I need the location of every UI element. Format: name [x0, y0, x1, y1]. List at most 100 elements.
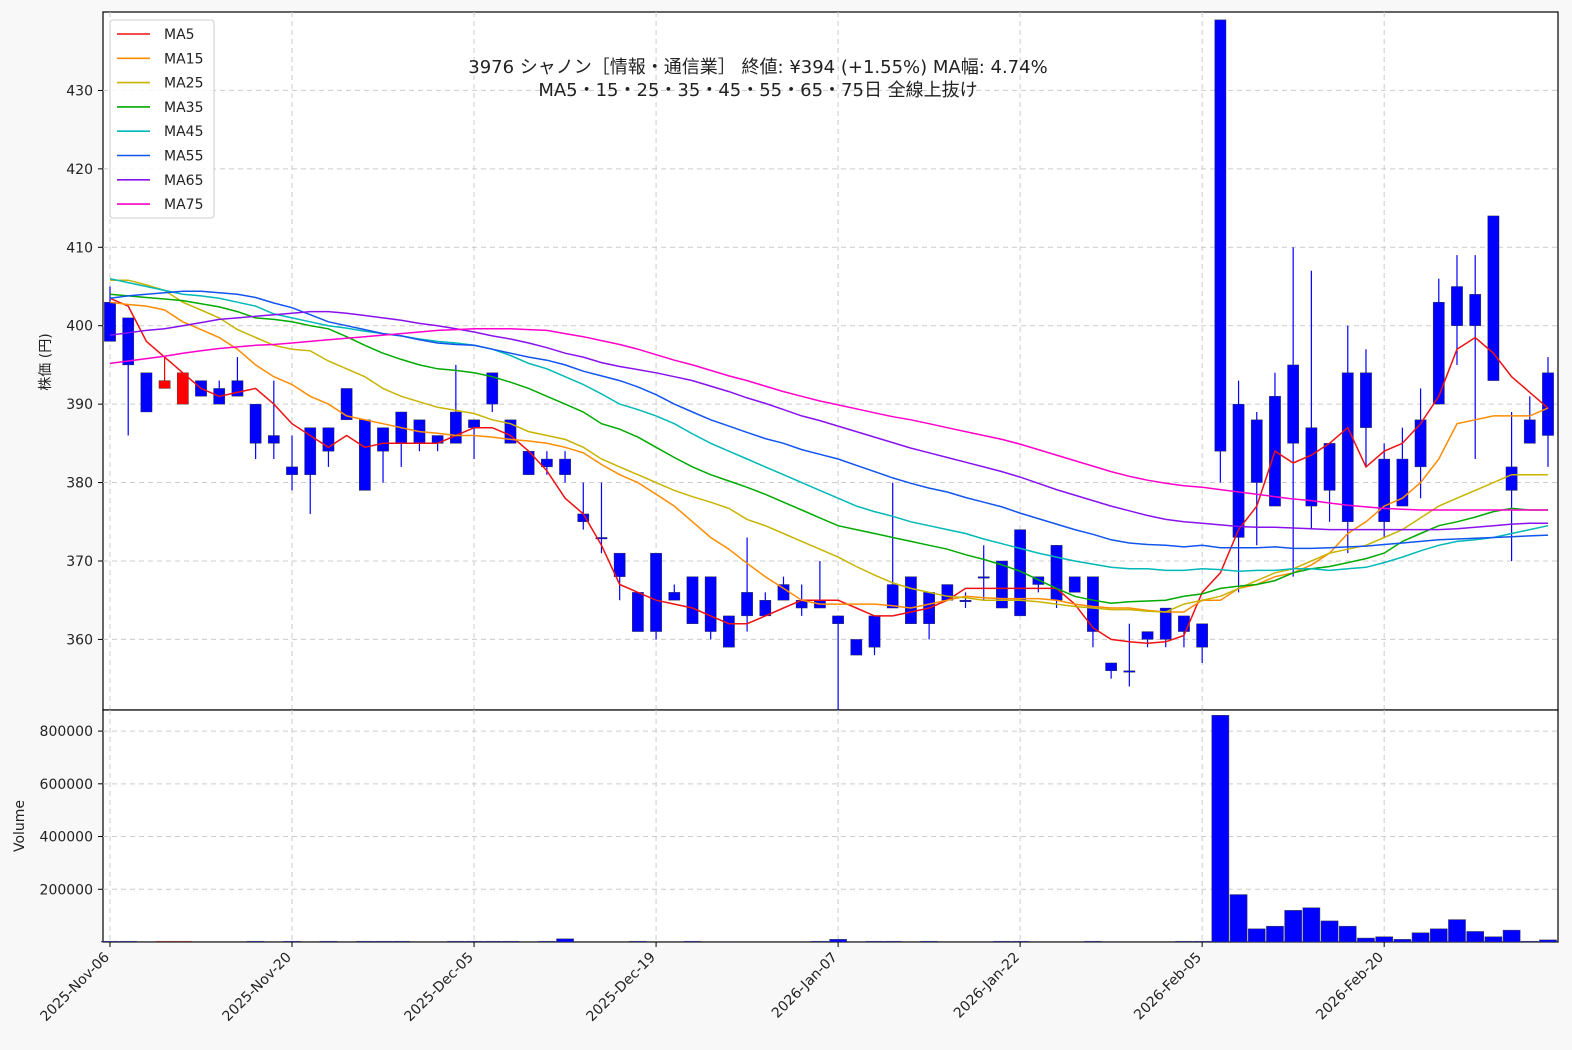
- candle-body: [249, 403, 262, 444]
- candle-body: [1014, 529, 1026, 617]
- candle-body: [304, 427, 317, 475]
- legend-label: MA55: [164, 149, 203, 165]
- legend-label: MA25: [164, 76, 203, 92]
- volume-bar: [1320, 920, 1339, 943]
- candle-body: [486, 372, 499, 405]
- candle-body: [650, 552, 662, 632]
- volume-bar: [556, 938, 574, 943]
- candle-body: [1105, 662, 1117, 671]
- volume-bar: [1539, 939, 1557, 943]
- chart-title-line1: 3976 シャノン［情報・通信業］ 終値: ¥394 (+1.55%) MA幅:…: [468, 57, 1047, 78]
- candle-body: [686, 576, 699, 624]
- ma-line-ma75: [109, 328, 1548, 511]
- volume-bar: [574, 941, 593, 943]
- candle-body: [1505, 466, 1518, 491]
- candle-body: [1178, 615, 1190, 632]
- volume-bar: [1302, 907, 1321, 943]
- volume-tick-label: 400000: [40, 830, 93, 846]
- candle-body: [959, 600, 972, 602]
- volume-bar: [538, 940, 556, 943]
- candle-body: [1287, 364, 1300, 444]
- candle-body: [868, 615, 881, 648]
- candle-body: [632, 592, 644, 632]
- volume-bar: [119, 940, 138, 943]
- price-tick-label: 430: [66, 83, 93, 99]
- volume-bar: [1065, 941, 1084, 943]
- candle-body: [322, 427, 335, 452]
- candle-body: [1214, 19, 1227, 452]
- candle-body: [267, 435, 280, 444]
- volume-bar: [756, 941, 775, 943]
- candle-body: [504, 419, 517, 444]
- candle-body: [1360, 372, 1372, 428]
- legend-label: MA65: [164, 173, 203, 189]
- ma-line-ma65: [109, 310, 1548, 531]
- candle-body: [340, 388, 353, 421]
- legend: MA5 MA15 MA25 MA35 MA45 MA55 MA65 MA75: [109, 19, 215, 219]
- volume-bar: [1247, 928, 1266, 943]
- volume-bar: [374, 940, 392, 943]
- volume-bar: [683, 940, 702, 943]
- volume-bar: [883, 940, 902, 943]
- price-tick-label: 420: [66, 162, 93, 178]
- volume-bar: [137, 941, 156, 943]
- volume-bar: [1175, 940, 1193, 943]
- candle-body: [286, 466, 298, 475]
- price-tick-label: 370: [66, 554, 93, 570]
- candle-body: [104, 301, 116, 342]
- volume-bar: [811, 940, 829, 943]
- candle-body: [1250, 419, 1263, 483]
- volume-bar: [101, 940, 119, 943]
- legend-label: MA75: [164, 197, 203, 213]
- volume-tick-label: 800000: [40, 724, 93, 740]
- candle-body: [1196, 623, 1208, 648]
- volume-axis-label: Volume: [12, 800, 28, 852]
- volume-bar: [1102, 941, 1120, 943]
- volume-bar: [410, 941, 429, 943]
- ma-line-ma55: [109, 290, 1549, 550]
- volume-bar: [301, 941, 320, 943]
- volume-bar: [392, 940, 411, 943]
- price-tick-label: 410: [66, 240, 93, 256]
- volume-bar: [246, 940, 265, 943]
- candle-body: [1123, 670, 1136, 673]
- candle-body: [1378, 458, 1391, 522]
- candle-body: [1523, 419, 1536, 444]
- volume-bar: [1448, 919, 1466, 943]
- volume-bar: [1211, 715, 1230, 943]
- volume-bar: [465, 940, 483, 943]
- volume-bar: [155, 940, 174, 943]
- price-panel: [102, 11, 1559, 711]
- volume-bar: [1084, 940, 1102, 943]
- volume-bar: [1284, 910, 1302, 943]
- candle-body: [1087, 576, 1099, 632]
- volume-bar: [519, 941, 538, 943]
- candle-body: [996, 560, 1008, 609]
- volume-panel: [102, 709, 1559, 943]
- candle-body: [1396, 458, 1409, 507]
- ma-line-ma15: [109, 301, 1549, 613]
- volume-bar: [1466, 931, 1484, 943]
- candle-body: [1487, 215, 1500, 381]
- volume-bar: [356, 940, 374, 943]
- volume-bar: [956, 941, 975, 943]
- ma-line-ma45: [109, 277, 1549, 572]
- price-axis-label: 株価 (円): [38, 333, 54, 390]
- candle-body: [468, 419, 480, 428]
- legend-box: [109, 19, 215, 219]
- volume-bar: [1338, 925, 1357, 943]
- candle-body: [1469, 294, 1482, 326]
- volume-bar: [319, 940, 338, 943]
- candle-body: [595, 537, 608, 540]
- volume-bar: [1484, 936, 1503, 943]
- volume-bar: [720, 941, 738, 943]
- volume-bar: [1393, 939, 1412, 943]
- volume-bar: [592, 941, 611, 943]
- volume-bar: [1011, 940, 1029, 943]
- volume-bar: [902, 941, 920, 943]
- volume-bar: [447, 940, 465, 943]
- ma-line-ma25: [110, 279, 1548, 613]
- volume-bar: [701, 941, 720, 943]
- price-tick-label: 380: [66, 476, 93, 492]
